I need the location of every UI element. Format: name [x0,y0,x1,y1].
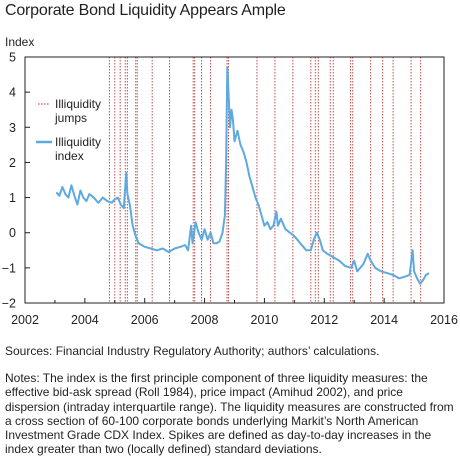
y-tick-label: −2 [2,297,16,311]
x-tick-label: 2014 [370,313,398,327]
illiquidity-index-line [55,66,430,285]
y-axis-label: Index [5,35,35,49]
y-tick-label: −1 [2,261,16,275]
x-tick-label: 2010 [251,313,279,327]
y-tick-label: 0 [9,226,16,240]
x-tick-labels: 2002 2004 2006 2008 2010 2012 2014 2016 [11,313,458,327]
x-tick-label: 2004 [71,313,99,327]
legend-jumps-label-line2: jumps [54,111,87,125]
y-tick-label: 5 [9,51,16,65]
x-tick-label: 2006 [131,313,159,327]
x-tick-label: 2012 [310,313,338,327]
legend-index-label-line2: index [55,149,84,163]
axis-ticks [24,56,445,304]
legend-jumps-label-line1: Illiquidity [55,97,101,111]
legend-index-label-line1: Illiquidity [55,135,101,149]
y-tick-label: 4 [9,86,16,100]
chart-title: Corporate Bond Liquidity Appears Ample [5,2,286,19]
illiquidity-jumps [108,57,422,303]
y-tick-labels: −2 −1 0 1 2 3 4 5 [2,51,16,311]
sources-note: Sources: Financial Industry Regulatory A… [5,344,380,358]
x-tick-label: 2002 [11,313,39,327]
plot-frame [24,56,445,304]
x-tick-label: 2008 [191,313,219,327]
y-tick-label: 3 [9,121,16,135]
y-tick-label: 1 [9,191,16,205]
y-tick-label: 2 [9,156,16,170]
x-tick-label: 2016 [430,313,458,327]
legend: Illiquidity jumps Illiquidity index [36,97,101,163]
notes-text: Notes: The index is the first principle … [5,371,454,457]
